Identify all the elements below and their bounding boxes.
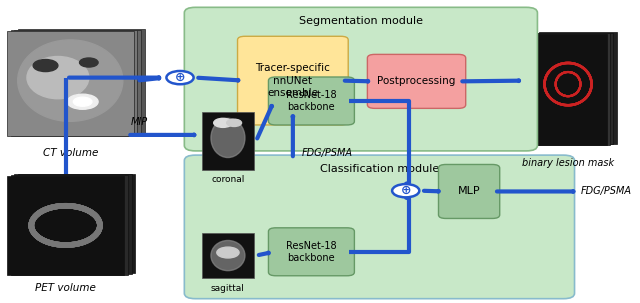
Text: coronal: coronal (211, 175, 244, 184)
Circle shape (392, 184, 419, 197)
Text: binary lesion mask: binary lesion mask (522, 158, 614, 168)
Text: Segmentation module: Segmentation module (299, 16, 423, 26)
Text: ResNet-18
backbone: ResNet-18 backbone (286, 241, 337, 263)
Bar (7, 176, 124, 275)
Text: MIP: MIP (131, 117, 148, 127)
Text: Tracer-specific
nnUNet
ensemble: Tracer-specific nnUNet ensemble (255, 63, 330, 98)
Bar (202, 233, 254, 278)
Bar (14, 30, 141, 135)
Text: CT volume: CT volume (43, 148, 98, 158)
Circle shape (217, 247, 239, 258)
Bar (540, 32, 616, 144)
Circle shape (67, 94, 98, 109)
Circle shape (74, 97, 92, 106)
Circle shape (214, 118, 232, 127)
Ellipse shape (18, 40, 123, 121)
FancyBboxPatch shape (184, 7, 538, 151)
Text: Classification module: Classification module (320, 164, 439, 174)
Ellipse shape (27, 56, 89, 99)
Bar (11, 30, 138, 136)
FancyBboxPatch shape (268, 228, 355, 276)
FancyBboxPatch shape (237, 36, 348, 125)
FancyBboxPatch shape (184, 155, 575, 299)
FancyBboxPatch shape (268, 77, 355, 125)
FancyBboxPatch shape (438, 165, 500, 218)
Text: FDG/PSMA: FDG/PSMA (302, 148, 353, 158)
Circle shape (79, 58, 98, 67)
Bar (7, 31, 134, 136)
Bar (18, 174, 136, 273)
Bar (202, 112, 254, 170)
FancyBboxPatch shape (367, 54, 466, 108)
Bar (11, 175, 128, 275)
Text: Postprocessing: Postprocessing (378, 76, 456, 86)
Text: PET volume: PET volume (35, 283, 96, 293)
Text: sagittal: sagittal (211, 284, 245, 293)
Text: ⊕: ⊕ (175, 71, 185, 84)
Circle shape (166, 71, 194, 84)
Bar (18, 29, 145, 135)
Text: ⊕: ⊕ (401, 184, 411, 197)
Bar (536, 33, 613, 144)
Bar (532, 33, 610, 145)
Text: FDG/PSMA: FDG/PSMA (580, 186, 632, 196)
Text: MLP: MLP (458, 186, 481, 196)
Ellipse shape (211, 118, 245, 158)
Circle shape (33, 59, 58, 72)
Ellipse shape (211, 241, 245, 271)
Circle shape (227, 119, 241, 126)
Bar (529, 34, 607, 145)
Bar (14, 175, 132, 274)
Text: ResNet-18
backbone: ResNet-18 backbone (286, 90, 337, 112)
